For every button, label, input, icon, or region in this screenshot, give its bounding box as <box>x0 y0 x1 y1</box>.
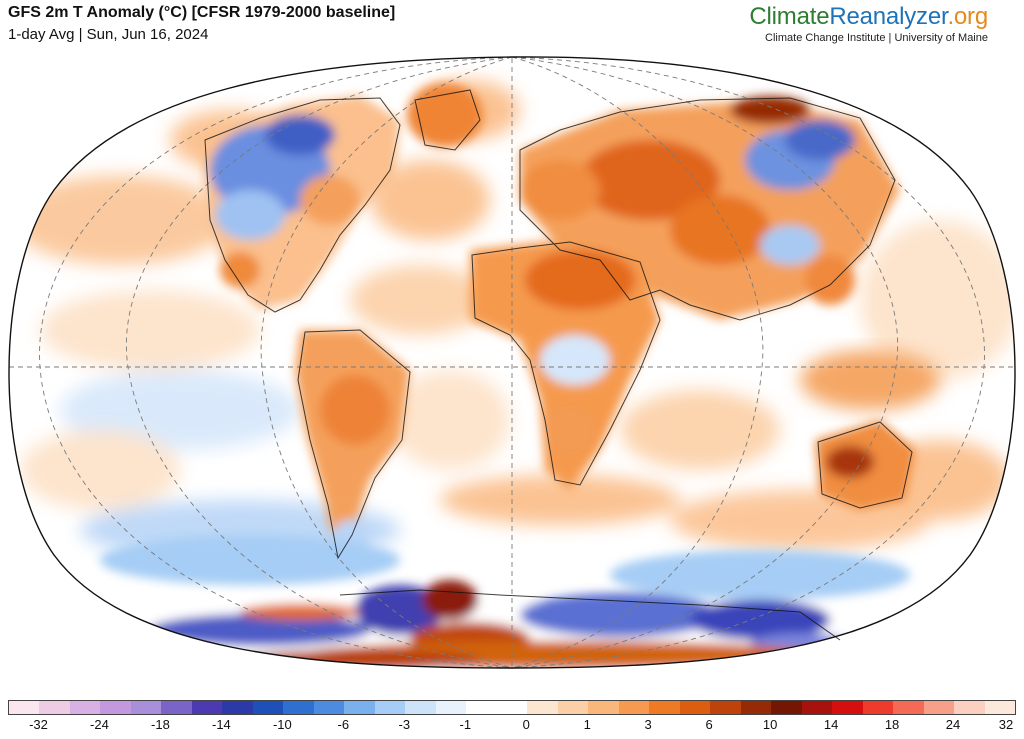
legend-tick-labels: -32 -24 -18 -14 -10 -6 -3 -1 0 1 3 6 10 14 18 24 32 <box>8 717 1016 735</box>
legend-swatch <box>435 701 467 714</box>
legend-swatch <box>374 701 406 714</box>
legend-swatch <box>252 701 284 714</box>
legend-swatch <box>862 701 894 714</box>
brand-name-org: .org <box>947 3 988 30</box>
legend-swatch <box>588 701 619 714</box>
legend-tick-label: 3 <box>644 717 652 732</box>
legend-swatch <box>39 701 70 714</box>
brand-name-climate: Climate <box>749 3 830 30</box>
legend-swatch <box>283 701 314 714</box>
legend-swatch <box>191 701 223 714</box>
legend-tick-label: -14 <box>211 717 231 732</box>
legend-tick-label: 6 <box>705 717 713 732</box>
legend-tick-label: 24 <box>945 717 961 732</box>
legend-tick-label: -1 <box>459 717 472 732</box>
coastlines <box>204 89 913 641</box>
legend-swatch <box>9 701 40 714</box>
legend-swatch <box>557 701 589 714</box>
legend-tick-label: 32 <box>998 717 1014 732</box>
legend-swatch <box>679 701 711 714</box>
legend-swatch <box>527 701 558 714</box>
legend-tick-label: 0 <box>522 717 530 732</box>
graticule <box>9 56 1015 668</box>
legend-swatch <box>649 701 680 714</box>
legend-swatch <box>832 701 863 714</box>
legend-swatch <box>710 701 741 714</box>
legend-color-bar <box>8 700 1016 715</box>
legend-swatch <box>69 701 101 714</box>
legend-swatch <box>405 701 436 714</box>
brand-logo[interactable]: ClimateReanalyzer.org Climate Change Ins… <box>749 2 988 44</box>
legend-tick-label: 18 <box>884 717 900 732</box>
legend-tick-label: -6 <box>337 717 350 732</box>
legend-tick-label: 1 <box>583 717 591 732</box>
legend-swatch <box>313 701 345 714</box>
color-legend: -32 -24 -18 -14 -10 -6 -3 -1 0 1 3 6 10 14 18 24 32 <box>8 700 1016 736</box>
legend-tick-label: 14 <box>823 717 839 732</box>
globe-outline <box>8 56 1016 669</box>
legend-tick-label: 10 <box>762 717 778 732</box>
legend-swatch <box>923 701 955 714</box>
legend-tick-label: -10 <box>272 717 292 732</box>
world-anomaly-map <box>8 56 1016 669</box>
legend-swatch <box>161 701 192 714</box>
map-title: GFS 2m T Anomaly (°C) [CFSR 1979-2000 ba… <box>8 4 396 21</box>
legend-swatch <box>771 701 802 714</box>
legend-swatch <box>984 701 1015 714</box>
legend-swatch <box>954 701 985 714</box>
legend-tick-label: -18 <box>151 717 170 732</box>
legend-swatch <box>618 701 650 714</box>
legend-tick-label: -24 <box>90 717 109 732</box>
map-subtitle: 1-day Avg | Sun, Jun 16, 2024 <box>8 26 209 43</box>
legend-swatch <box>344 701 375 714</box>
legend-swatch <box>466 701 497 714</box>
legend-swatch <box>100 701 131 714</box>
legend-swatch <box>801 701 833 714</box>
legend-tick-label: -3 <box>398 717 411 732</box>
brand-name: ClimateReanalyzer.org <box>749 2 988 32</box>
legend-swatch <box>740 701 772 714</box>
legend-swatch <box>496 701 528 714</box>
legend-swatch <box>893 701 924 714</box>
brand-name-reanalyzer: Reanalyzer <box>829 3 948 30</box>
legend-swatch <box>222 701 253 714</box>
brand-subtitle: Climate Change Institute | University of… <box>765 32 988 44</box>
legend-swatch <box>130 701 162 714</box>
legend-tick-label: -32 <box>29 717 48 732</box>
